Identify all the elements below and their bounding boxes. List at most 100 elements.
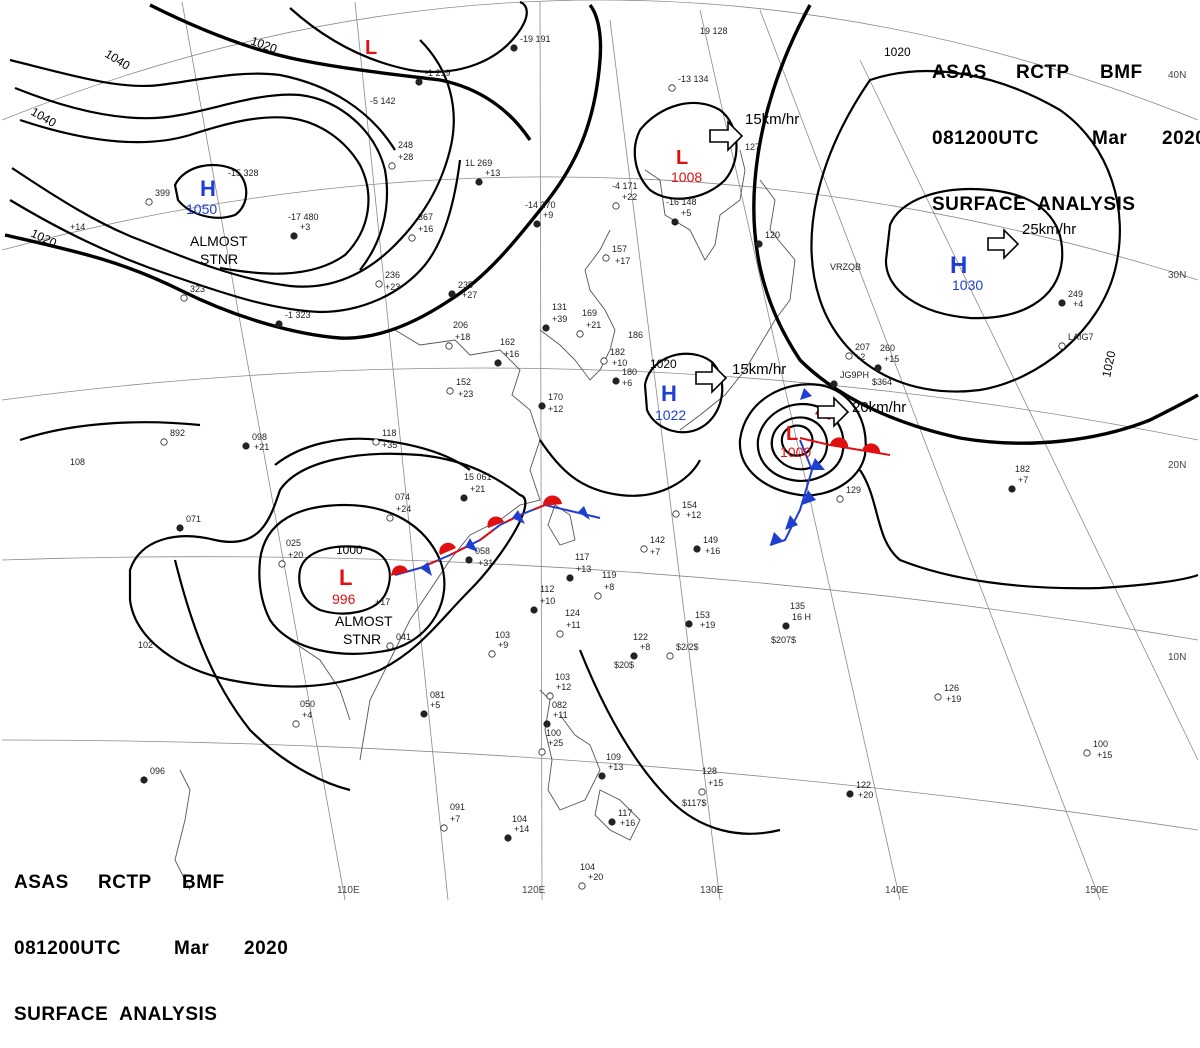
remark-text: STNR [343,631,381,647]
station-marker-icon [375,280,383,288]
low-center-value: 1000 [780,444,811,460]
station-marker-icon [600,357,608,365]
station-value: +31 [478,558,493,568]
station-value: 081 [430,690,445,700]
longitude-lines [181,1,1199,901]
station-marker-icon [386,514,394,522]
station-value: +23 [458,389,473,399]
station-value: 117 [618,808,632,818]
station-value: +14 [70,222,85,232]
station-value: 152 [456,377,471,387]
station-marker-icon [278,560,286,568]
station-value: -1 323 [285,310,311,320]
station-marker-icon [578,882,586,890]
lon-label-140: 140E [885,885,909,896]
station-marker-icon [145,198,153,206]
station-value: +10 [612,358,627,368]
latitude-labels: 40N 30N 20N 10N [1168,70,1186,663]
lon-label-120: 120E [522,885,546,896]
station-marker-icon [640,545,648,553]
station-value: $117$ [682,798,706,808]
station-marker-icon [874,364,882,372]
station-marker-icon [372,438,380,446]
station-marker-icon [630,652,638,660]
station-value: +22 [622,192,637,202]
station-value: +20 [858,790,873,800]
motion-arrow-icon [695,362,728,394]
cold-front-symbol [512,510,525,524]
warm-front-symbol [830,437,849,448]
station-value: 104 [512,814,527,824]
station-marker-icon [292,720,300,728]
motion-label: 25km/hr [1022,221,1076,238]
station-value: +24 [396,504,411,514]
motion-label: 20km/hr [852,399,906,416]
remark-text: STNR [200,251,238,267]
pressure-centers: H 1050 H 1030 H 1022 L 1008 L 996 L 1000… [186,37,983,607]
cold-front-symbol [785,515,798,530]
cold-front-symbol [800,388,812,400]
station-marker-icon [542,324,550,332]
station-value: +17 [375,597,390,607]
station-value: +21 [586,320,601,330]
station-value: +7 [450,814,460,824]
station-value: 118 [382,428,396,438]
station-value: 126 [944,683,959,693]
station-value: -14 270 [525,200,556,210]
low-center-letter: L [786,423,798,445]
station-value: +16 [620,818,635,828]
station-plots: -19 191 19 128 -13 134 -5 142 -1 219 -15 328 3… [70,26,1112,890]
station-marker-icon [830,380,838,388]
station-value: +4 [1073,299,1083,309]
station-marker-icon [415,78,423,86]
station-value: 180 [622,367,637,377]
station-value: 149 [703,535,718,545]
station-value: 119 [602,570,616,580]
station-value: +21 [470,484,485,494]
station-value: +2 [855,352,865,362]
station-marker-icon [693,545,701,553]
station-value: +12 [548,404,563,414]
station-value: 096 [150,766,165,776]
station-value: 041 [396,632,411,642]
header-line: 081200UTC Mar 2020 [932,128,1200,150]
header-month: Mar [174,938,210,959]
station-marker-icon [275,320,283,328]
station-value: 102 [138,640,153,650]
station-value: 15 061 [464,472,492,482]
station-value: 153 [695,610,710,620]
station-value: +13 [485,168,500,178]
station-value: 127 [745,142,760,152]
station-marker-icon [460,494,468,502]
motion-label: 15km/hr [745,111,799,128]
station-marker-icon [510,44,518,52]
station-value: +28 [398,152,413,162]
station-value: 025 [286,538,301,548]
station-value: +10 [540,596,555,606]
station-marker-icon [533,220,541,228]
station-value: 122 [856,780,871,790]
station-value: 120 [765,230,780,240]
station-marker-icon [612,377,620,385]
station-marker-icon [782,622,790,630]
motion-arrows: 15km/hr 25km/hr 15km/hr 20km/hr [695,111,1076,428]
longitude-labels: 110E 120E 130E 140E 150E [337,885,1109,896]
isobar-label: 1020 [650,357,677,371]
header-top-right: ASAS RCTP BMF 081200UTC Mar 2020 SURFACE… [932,18,1200,238]
station-value: 074 [395,492,410,502]
station-value: 206 [453,320,468,330]
station-value: 058 [475,546,490,556]
cold-front-symbol [420,562,432,576]
remarks: ALMOST STNR ALMOST STNR [190,233,393,647]
station-marker-icon [556,630,564,638]
station-value: 124 [565,608,580,618]
low-center-value: 996 [332,591,356,607]
header-line: SURFACE ANALYSIS [14,1004,288,1026]
station-value: JG9PH [840,370,869,380]
remark-text: ALMOST [335,613,393,629]
lat-label-10: 10N [1168,652,1186,663]
station-marker-icon [836,495,844,503]
station-value: 235 [458,280,473,290]
station-marker-icon [448,290,456,298]
station-marker-icon [420,710,428,718]
